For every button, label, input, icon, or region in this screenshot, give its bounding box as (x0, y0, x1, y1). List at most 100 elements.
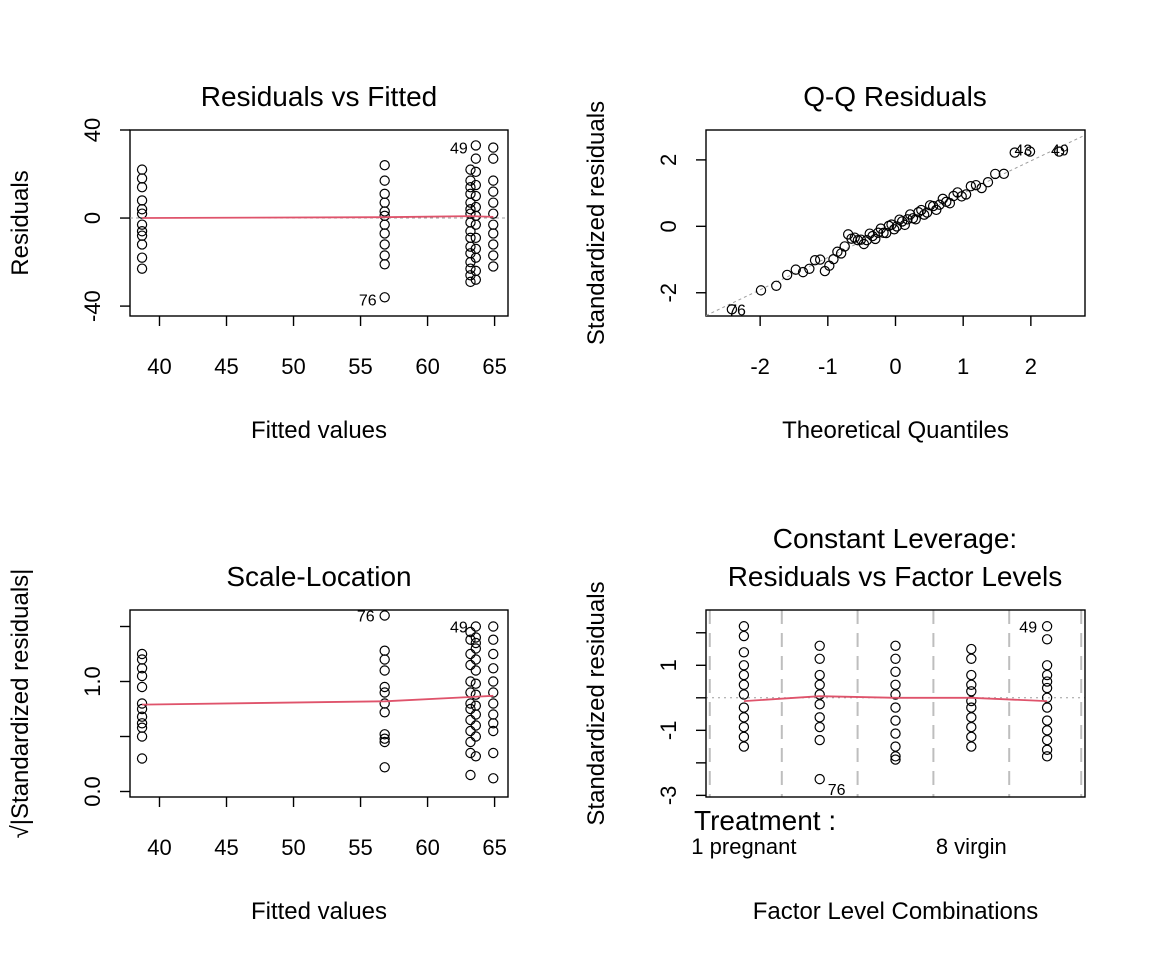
chart-title-1: Residuals vs Fitted (201, 81, 438, 112)
data-point (1053, 146, 1065, 157)
data-point (136, 648, 148, 660)
data-point (867, 230, 878, 242)
data-point (379, 733, 390, 744)
data-point (738, 669, 750, 681)
data-point (890, 728, 901, 739)
data-point (1041, 744, 1053, 756)
data-point (738, 660, 750, 671)
data-point (465, 698, 476, 709)
data-point (488, 197, 499, 208)
data-point (465, 714, 476, 726)
y-tick-label: 0.0 (80, 776, 105, 807)
outlier-label-49: 49 (1051, 143, 1069, 160)
data-point (488, 634, 499, 645)
smoother-line (743, 695, 1048, 702)
data-point (890, 679, 901, 691)
data-point (465, 626, 476, 638)
data-point (136, 173, 148, 184)
data-point (488, 747, 499, 759)
data-point (136, 663, 148, 674)
data-point (738, 647, 750, 658)
x-tick-label: 0 (889, 354, 901, 379)
x-tick-label: 55 (348, 835, 372, 860)
data-point (488, 621, 499, 632)
data-point (1024, 146, 1036, 157)
data-point (488, 208, 499, 219)
outlier-label-76: 76 (728, 302, 746, 319)
data-point (465, 204, 476, 215)
y-tick-label: -3 (656, 786, 681, 806)
data-point (136, 698, 148, 709)
data-point (470, 689, 482, 700)
data-point (136, 239, 148, 250)
data-point (966, 653, 977, 664)
data-point (470, 274, 482, 285)
y-axis-label-4: Standardized residuals (583, 581, 610, 825)
data-point (738, 621, 750, 632)
data-point (726, 304, 738, 315)
data-point (755, 285, 767, 296)
data-point (136, 731, 148, 742)
data-point (470, 166, 482, 178)
data-point (465, 648, 476, 660)
data-point (814, 653, 825, 664)
data-point (136, 252, 148, 263)
data-point (966, 712, 977, 723)
data-point (379, 292, 390, 303)
data-point (379, 250, 390, 261)
chart-title-3: Scale-Location (226, 561, 411, 592)
data-point (890, 653, 901, 664)
data-point (379, 736, 390, 748)
data-point (488, 239, 499, 250)
x-tick-label: 45 (214, 835, 238, 860)
x-tick-label: -1 (818, 354, 838, 379)
data-point (488, 142, 499, 153)
data-point (976, 182, 987, 194)
x-tick-label: -2 (750, 354, 770, 379)
data-point (488, 153, 499, 164)
data-point (379, 219, 390, 230)
outlier-label-49: 49 (1019, 619, 1037, 636)
outlier-label-76: 76 (357, 609, 375, 626)
data-point (790, 264, 801, 275)
data-point (379, 645, 390, 656)
data-point (890, 751, 901, 762)
data-point (470, 643, 482, 654)
data-point (1041, 621, 1053, 632)
data-point (896, 216, 908, 227)
plot-frame-1 (129, 129, 509, 317)
data-point (960, 189, 972, 200)
data-point (814, 712, 825, 723)
data-point (136, 195, 148, 206)
data-point (136, 670, 148, 682)
smoother-line (142, 694, 494, 706)
data-point (910, 214, 921, 225)
x-tick-label: 2 (1025, 354, 1037, 379)
data-point (902, 214, 913, 225)
data-point (379, 228, 390, 239)
data-point (379, 762, 390, 773)
data-point (488, 175, 499, 186)
data-point (982, 177, 994, 188)
y-axis-label-2: Standardized residuals (583, 101, 610, 345)
data-point (1009, 147, 1020, 158)
x-tick-label: 55 (348, 354, 372, 379)
data-point (470, 232, 482, 244)
data-point (966, 721, 977, 733)
data-point (814, 679, 825, 691)
data-point (890, 754, 901, 765)
data-point (379, 206, 390, 217)
y-tick-label: -40 (80, 290, 105, 322)
data-point (966, 702, 977, 713)
y-tick-label: 2 (656, 154, 681, 166)
x-tick-label: 65 (482, 835, 506, 860)
x-tick-label: 65 (482, 354, 506, 379)
data-point (379, 175, 390, 186)
data-point (864, 228, 875, 239)
data-point (465, 263, 476, 274)
data-point (379, 259, 390, 270)
data-point (136, 703, 148, 715)
data-point (488, 663, 499, 674)
data-point (465, 703, 476, 715)
data-point (470, 632, 482, 643)
